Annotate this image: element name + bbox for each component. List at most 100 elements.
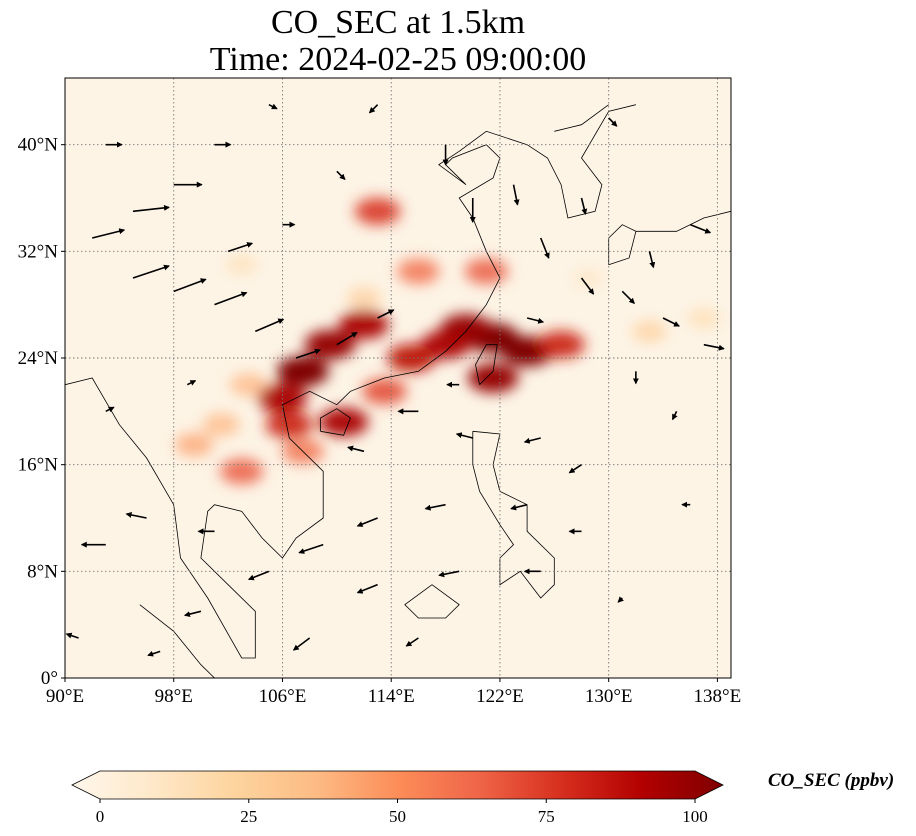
chart-subtitle: Time: 2024-02-25 09:00:00	[209, 41, 587, 78]
lon-tick-label: 130°E	[585, 686, 633, 707]
gridlines	[65, 78, 731, 678]
chart-title: CO_SEC at 1.5km	[270, 4, 526, 41]
wind-arrow	[621, 290, 635, 305]
wind-arrow	[455, 432, 473, 439]
lon-tick-label: 122°E	[476, 686, 524, 707]
wind-arrow	[298, 543, 324, 554]
co-plume	[687, 307, 721, 329]
co-plume	[362, 378, 407, 405]
wind-arrow	[147, 650, 161, 657]
co-plume	[225, 254, 259, 275]
lat-tick-label: 32°N	[18, 241, 59, 262]
colorbar-tick-label: 75	[538, 807, 555, 826]
wind-arrow	[183, 610, 202, 618]
coastline	[472, 430, 555, 599]
co-plume	[467, 363, 519, 393]
wind-arrow	[132, 264, 170, 279]
wind-arrow	[132, 204, 170, 213]
wind-arrow	[173, 278, 207, 293]
co-plume	[339, 310, 389, 340]
wind-arrow	[608, 117, 618, 127]
wind-arrow	[617, 596, 624, 603]
co-plume	[219, 458, 264, 485]
wind-arrow	[336, 170, 346, 181]
wind-arrow	[65, 632, 79, 639]
co-plume	[202, 413, 241, 437]
wind-arrow	[512, 184, 520, 206]
co-plume	[631, 320, 668, 343]
wind-arrow	[648, 251, 656, 269]
lon-tick-label: 106°E	[259, 686, 307, 707]
co-plume	[174, 432, 214, 457]
lat-tick-label: 8°N	[27, 561, 58, 582]
wind-arrow	[186, 379, 197, 386]
wind-arrow	[580, 277, 595, 295]
coastline	[554, 104, 609, 132]
co-plume	[464, 258, 509, 285]
wind-arrow	[214, 291, 248, 306]
wind-arrow	[247, 570, 270, 581]
wind-arrow	[580, 197, 588, 215]
lon-tick-label: 90°E	[46, 686, 84, 707]
wind-arrow	[510, 503, 528, 511]
colorbar-tick-label: 50	[389, 807, 406, 826]
lon-tick-label: 114°E	[368, 686, 415, 707]
wind-arrow	[91, 228, 126, 239]
wind-arrow	[336, 331, 358, 346]
co-plume	[229, 373, 268, 397]
colorbar-label: CO_SEC (ppbv)	[768, 770, 895, 791]
lon-tick-label: 98°E	[155, 686, 193, 707]
wind-arrow	[368, 104, 379, 114]
wind-arrow	[689, 223, 712, 234]
wind-arrow	[347, 445, 365, 453]
map-frame	[64, 77, 732, 679]
wind-arrow	[295, 348, 322, 359]
wind-arrow	[268, 103, 278, 110]
lat-tick-label: 40°N	[18, 135, 59, 156]
wind-arrow	[105, 406, 115, 413]
wind-arrow	[405, 637, 419, 647]
wind-arrow	[254, 318, 285, 333]
colorbar-gradient	[71, 770, 724, 800]
coastline	[65, 104, 636, 659]
wind-arrow	[377, 309, 395, 319]
coastline	[139, 604, 215, 678]
coastline	[475, 344, 498, 385]
colorbar-tick-label: 25	[240, 807, 257, 826]
co-plume	[346, 287, 382, 309]
wind-vectors	[65, 103, 725, 657]
wind-arrow	[539, 237, 550, 259]
coastlines	[65, 104, 731, 678]
lon-tick-label: 138°E	[694, 686, 742, 707]
wind-arrow	[438, 570, 460, 578]
colorbar-tick-label: 100	[682, 807, 708, 826]
wind-arrow	[703, 343, 725, 351]
wind-arrow	[292, 637, 311, 651]
colorbar: 0 25 50 75 100	[71, 770, 724, 826]
axis-ticks: 90°E 98°E 106°E 114°E 122°E 130°E 138°E 0° 8°N 16…	[18, 135, 742, 707]
colorbar-tick-label: 0	[96, 807, 105, 826]
co-plume	[572, 268, 605, 288]
wind-arrow	[424, 503, 446, 511]
coastline	[320, 408, 351, 436]
co-plume	[387, 343, 436, 373]
wind-arrow	[662, 317, 680, 327]
wind-arrow	[671, 410, 678, 421]
wind-arrow	[568, 464, 582, 474]
co-plume	[354, 197, 401, 225]
co-plume	[265, 410, 313, 439]
wind-arrow	[523, 437, 541, 444]
coastline	[404, 584, 460, 619]
lat-tick-label: 16°N	[18, 455, 59, 476]
co-plume	[397, 258, 440, 284]
wind-arrow	[125, 512, 147, 519]
co-plume	[304, 329, 356, 360]
wind-arrow	[356, 583, 378, 594]
co-plume	[537, 330, 585, 359]
co-plume	[318, 407, 369, 437]
lat-tick-label: 24°N	[18, 348, 59, 369]
wind-arrow	[227, 242, 254, 253]
wind-arrow	[526, 317, 545, 324]
map-background	[65, 78, 731, 678]
